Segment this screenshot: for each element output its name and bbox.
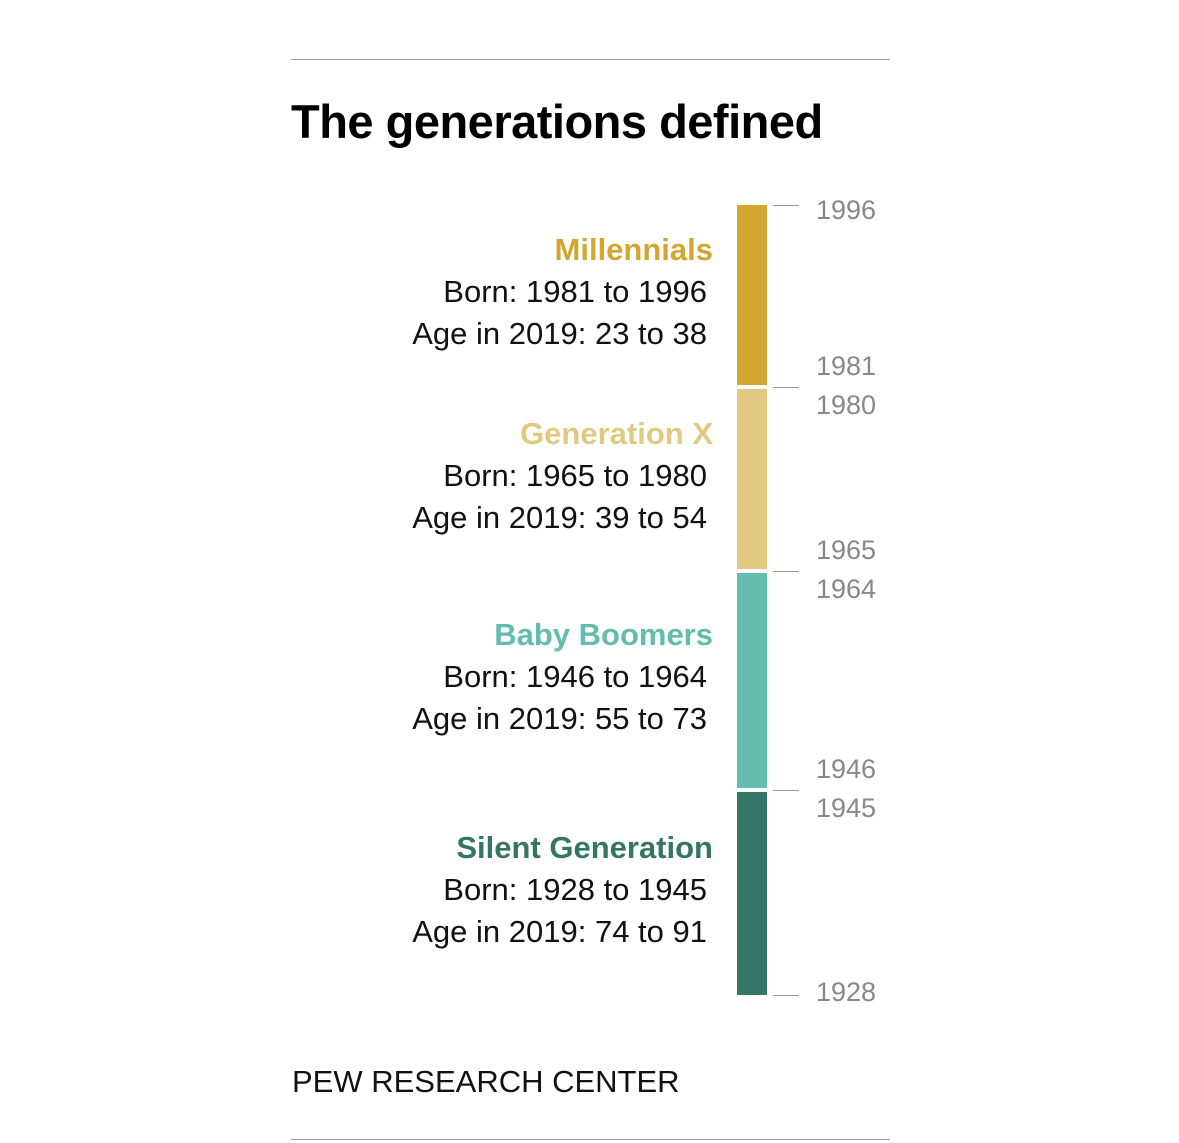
tick-mark-2 bbox=[773, 571, 799, 572]
generation-label-1: Generation X Born: 1965 to 1980 Age in 201… bbox=[412, 413, 713, 539]
year-label-start-3: 1928 bbox=[816, 976, 877, 1007]
bar-segment-1 bbox=[737, 389, 767, 569]
generation-name: Generation X bbox=[520, 416, 713, 451]
born-label: Born: 1965 to 1980 bbox=[443, 458, 707, 493]
generation-label-0: Millennials Born: 1981 to 1996 Age in 2019… bbox=[412, 229, 713, 355]
tick-mark-4 bbox=[773, 994, 799, 996]
age-label: Age in 2019: 74 to 91 bbox=[412, 914, 707, 949]
bar-segment-3 bbox=[737, 791, 767, 995]
year-label-end-3: 1945 bbox=[816, 792, 877, 823]
born-label: Born: 1946 to 1964 bbox=[443, 659, 707, 695]
year-label-start-0: 1981 bbox=[816, 351, 877, 381]
age-label: Age in 2019: 55 to 73 bbox=[412, 701, 707, 737]
bar-segment-0 bbox=[737, 205, 767, 385]
year-label-end-0: 1996 bbox=[816, 195, 877, 225]
generation-name: Silent Generation bbox=[456, 830, 713, 865]
generation-label-2: Baby Boomers Born: 1946 to 1964 Age in 201… bbox=[412, 614, 713, 740]
tick-mark-0 bbox=[773, 205, 799, 206]
source-credit: PEW RESEARCH CENTER bbox=[292, 1064, 680, 1099]
born-label: Born: 1981 to 1996 bbox=[443, 274, 707, 309]
generation-name: Baby Boomers bbox=[494, 617, 713, 653]
tick-mark-1 bbox=[773, 387, 799, 388]
chart-title: The generations defined bbox=[291, 95, 823, 148]
age-label: Age in 2019: 23 to 38 bbox=[412, 316, 707, 351]
born-label: Born: 1928 to 1945 bbox=[443, 872, 707, 907]
top-rule bbox=[291, 59, 890, 60]
age-label: Age in 2019: 39 to 54 bbox=[412, 500, 707, 535]
bar-segment-2 bbox=[737, 573, 767, 788]
bottom-rule bbox=[291, 1139, 890, 1140]
year-label-end-1: 1980 bbox=[816, 390, 877, 420]
generation-label-3: Silent Generation Born: 1928 to 1945 Age i… bbox=[412, 827, 713, 953]
year-label-start-1: 1965 bbox=[816, 535, 877, 565]
generation-name: Millennials bbox=[554, 232, 713, 267]
year-label-end-2: 1964 bbox=[816, 574, 877, 604]
tick-mark-3 bbox=[773, 789, 799, 791]
year-label-start-2: 1946 bbox=[816, 753, 877, 784]
